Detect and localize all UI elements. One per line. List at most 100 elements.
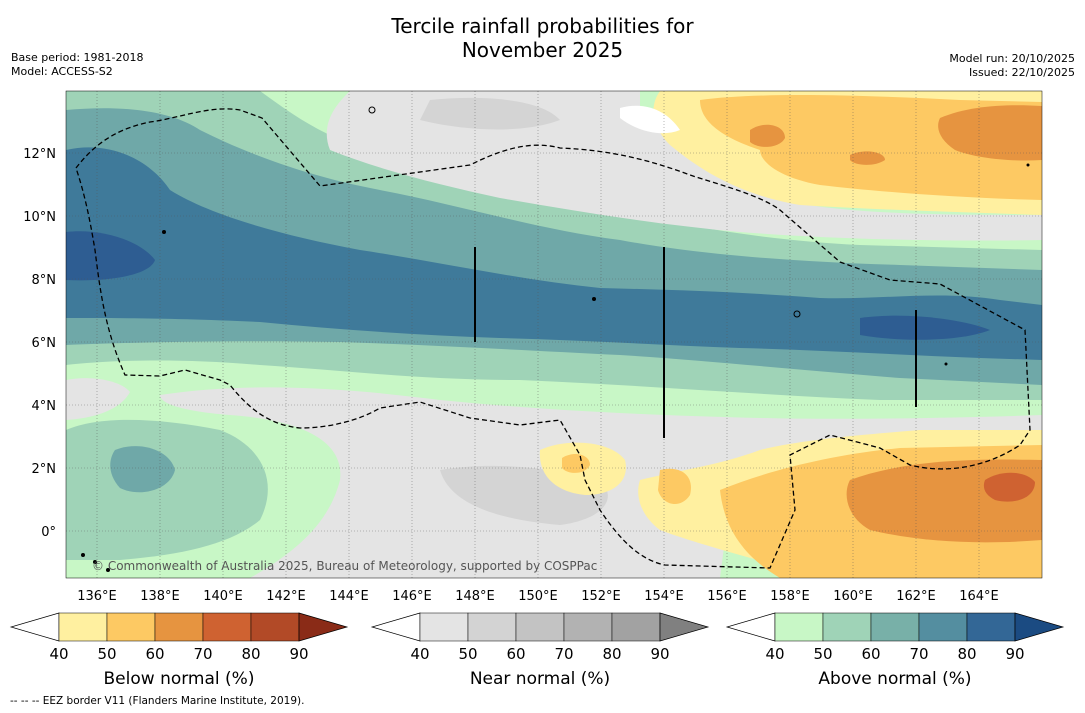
lon-tick: 144°E xyxy=(329,589,369,604)
lon-tick: 156°E xyxy=(707,589,747,604)
lon-tick: 138°E xyxy=(140,589,180,604)
islands xyxy=(81,106,1030,572)
cbar0-tick: 40 xyxy=(49,645,68,663)
cbar0-tick: 60 xyxy=(145,645,164,663)
colorbar-high-extend xyxy=(298,612,349,642)
colorbar-low-extend xyxy=(725,612,776,642)
lon-tick: 152°E xyxy=(581,589,621,604)
lon-tick: 160°E xyxy=(833,589,873,604)
lon-tick: 162°E xyxy=(896,589,936,604)
cbar2-tick: 70 xyxy=(909,645,928,663)
white-gap-north xyxy=(620,105,680,134)
colorbar-ticks: 40 50 60 70 80 90 40 50 60 70 80 90 40 5… xyxy=(49,645,1024,663)
copyright-text: © Commonwealth of Australia 2025, Bureau… xyxy=(92,559,597,573)
model-run: Model run: 20/10/2025 xyxy=(949,52,1075,65)
below-70-small-b xyxy=(850,151,885,165)
lon-tick: 154°E xyxy=(644,589,684,604)
colorbar-cell xyxy=(419,612,469,642)
colorbar-labels: Below normal (%) Near normal (%) Above n… xyxy=(104,669,972,689)
lat-tick: 2°N xyxy=(32,462,57,477)
cbar1-tick: 70 xyxy=(554,645,573,663)
lat-gridlines xyxy=(66,152,1042,532)
lon-tick: 142°E xyxy=(266,589,306,604)
lon-tick: 158°E xyxy=(770,589,810,604)
colorbar-cell xyxy=(58,612,108,642)
above-90-east xyxy=(860,315,990,340)
colorbar-cell xyxy=(250,612,300,642)
lon-tick: 164°E xyxy=(959,589,999,604)
cbar0-tick: 90 xyxy=(289,645,308,663)
colorbar-high-extend xyxy=(659,612,710,642)
eez-border xyxy=(75,108,1031,569)
colorbar-above-normal xyxy=(725,612,1065,642)
above-70-southwest xyxy=(110,446,175,493)
below-normal-label: Below normal (%) xyxy=(104,669,255,689)
colorbar-cell xyxy=(202,612,252,642)
base-period: Base period: 1981-2018 xyxy=(11,51,144,64)
meta-right: Model run: 20/10/2025 Issued: 22/10/2025 xyxy=(949,52,1075,80)
colorbar-high-extend xyxy=(1014,612,1065,642)
below-70-small-a xyxy=(750,124,785,147)
colorbar-cell xyxy=(966,612,1016,642)
cbar2-tick: 50 xyxy=(813,645,832,663)
colorbar-cell xyxy=(918,612,968,642)
eez-footnote: -- -- -- EEZ border V11 (Flanders Marine… xyxy=(10,695,305,707)
colorbar-cell xyxy=(467,612,517,642)
cbar1-tick: 90 xyxy=(650,645,669,663)
cbar0-tick: 80 xyxy=(241,645,260,663)
lon-tick: 136°E xyxy=(77,589,117,604)
cbar2-tick: 80 xyxy=(957,645,976,663)
colorbar-low-extend xyxy=(9,612,60,642)
below-70-northeast xyxy=(938,105,1042,161)
colorbar-cell xyxy=(154,612,204,642)
cbar1-tick: 80 xyxy=(602,645,621,663)
model-name: Model: ACCESS-S2 xyxy=(11,65,113,78)
colorbar-cell xyxy=(822,612,872,642)
lon-tick: 150°E xyxy=(518,589,558,604)
meta-left: Base period: 1981-2018 Model: ACCESS-S2 xyxy=(11,51,143,79)
colorbar-cell xyxy=(563,612,613,642)
cbar0-tick: 70 xyxy=(193,645,212,663)
above-normal-label: Above normal (%) xyxy=(818,669,971,689)
near-normal-southwest xyxy=(66,378,130,420)
colorbar-near-normal xyxy=(370,612,710,642)
colorbar-below-normal xyxy=(9,612,349,642)
cbar1-tick: 40 xyxy=(410,645,429,663)
cbar1-tick: 60 xyxy=(506,645,525,663)
cbar2-tick: 40 xyxy=(765,645,784,663)
cbar2-tick: 90 xyxy=(1005,645,1024,663)
lat-tick: 0° xyxy=(41,525,56,540)
title-line-1: Tercile rainfall probabilities for xyxy=(391,14,694,38)
cbar2-tick: 60 xyxy=(861,645,880,663)
above-80-north xyxy=(66,147,1042,360)
colorbar-cell xyxy=(870,612,920,642)
cbar0-tick: 50 xyxy=(97,645,116,663)
lon-tick-labels: 136°E 138°E 140°E 142°E 144°E 146°E 148°… xyxy=(77,589,999,604)
colorbar-cell xyxy=(774,612,824,642)
map-title: Tercile rainfall probabilities for Novem… xyxy=(0,14,1085,62)
lat-tick: 10°N xyxy=(23,210,56,225)
near-normal-north-dark xyxy=(420,97,560,130)
cbar1-tick: 50 xyxy=(458,645,477,663)
below-80-southeast xyxy=(983,472,1035,502)
lon-tick: 148°E xyxy=(455,589,495,604)
colorbar-cell xyxy=(515,612,565,642)
lon-tick: 146°E xyxy=(392,589,432,604)
lat-tick: 12°N xyxy=(23,147,56,162)
lon-tick: 140°E xyxy=(203,589,243,604)
map-frame xyxy=(65,90,1043,579)
lat-tick: 4°N xyxy=(32,399,57,414)
title-line-2: November 2025 xyxy=(461,38,624,62)
colorbar-cell xyxy=(611,612,661,642)
below-60-south-small xyxy=(658,468,691,505)
colorbar-cell xyxy=(106,612,156,642)
dateline-markers xyxy=(474,247,917,438)
near-normal-label: Near normal (%) xyxy=(470,669,610,689)
lat-tick-labels: 12°N 10°N 8°N 6°N 4°N 2°N 0° xyxy=(23,147,56,540)
above-90-west xyxy=(66,231,155,281)
probability-fields xyxy=(66,91,1042,578)
lat-tick: 6°N xyxy=(32,336,57,351)
colorbar-low-extend xyxy=(370,612,421,642)
issued-date: Issued: 22/10/2025 xyxy=(968,66,1075,79)
